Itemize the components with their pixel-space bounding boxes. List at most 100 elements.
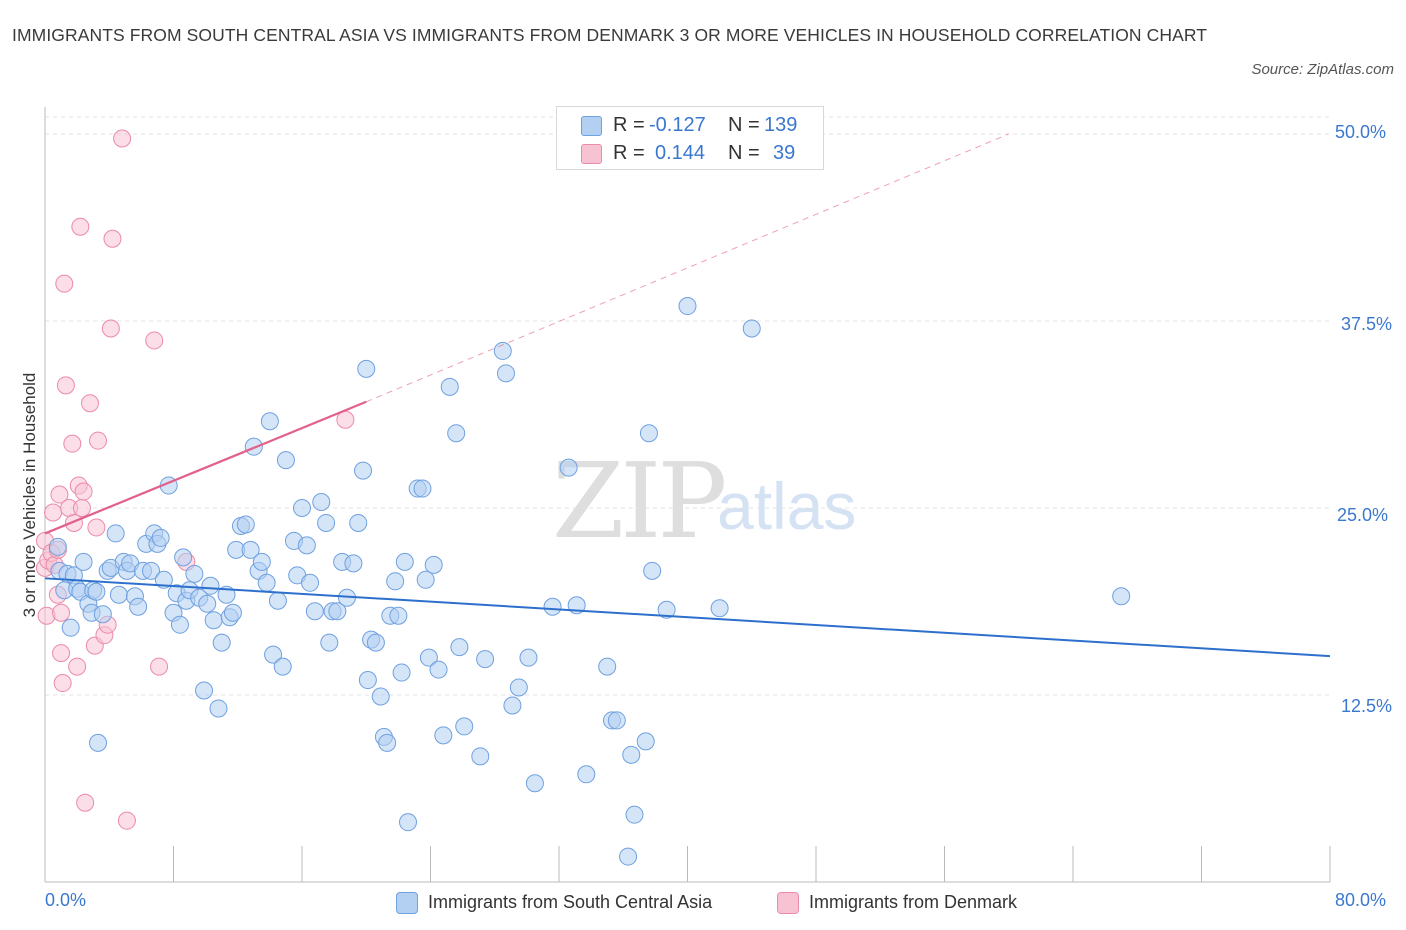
data-point-denmark: [103, 229, 122, 248]
data-point-south-central-asia: [320, 633, 339, 652]
data-point-south-central-asia: [450, 638, 469, 657]
watermark-zip: ZIP: [552, 440, 727, 562]
data-point-south-central-asia: [317, 513, 336, 532]
data-point-south-central-asia: [312, 493, 331, 512]
stats-n-label: N =: [728, 142, 760, 164]
data-point-south-central-asia: [297, 536, 316, 555]
legend-swatch-pink: [777, 892, 799, 914]
data-point-south-central-asia: [643, 561, 662, 580]
y-tick-label: 50.0%: [1335, 122, 1387, 142]
data-point-denmark: [52, 603, 71, 622]
data-point-south-central-asia: [358, 671, 377, 690]
stats-row-denmark: R = 0.144 N = 39: [557, 139, 823, 167]
y-tick-label: 37.5%: [1341, 314, 1393, 334]
data-point-south-central-asia: [93, 605, 112, 624]
data-point-south-central-asia: [236, 515, 255, 534]
stats-n-label: N =: [728, 114, 760, 136]
data-point-denmark: [117, 811, 136, 830]
data-point-south-central-asia: [378, 733, 397, 752]
chart-source: Source: ZipAtlas.com: [1251, 61, 1394, 78]
data-point-south-central-asia: [349, 513, 368, 532]
data-point-south-central-asia: [496, 364, 515, 383]
data-point-south-central-asia: [204, 611, 223, 630]
data-point-south-central-asia: [419, 648, 438, 667]
data-point-south-central-asia: [74, 552, 93, 571]
stats-swatch-blue: [581, 116, 602, 136]
y-tick-label: 12.5%: [1341, 696, 1393, 716]
data-point-south-central-asia: [657, 600, 676, 619]
watermark-atlas: atlas: [717, 469, 857, 543]
data-point-south-central-asia: [1112, 587, 1131, 606]
data-point-south-central-asia: [509, 678, 528, 697]
data-point-south-central-asia: [392, 663, 411, 682]
data-point-south-central-asia: [48, 537, 67, 556]
data-point-south-central-asia: [293, 499, 311, 517]
data-point-south-central-asia: [185, 564, 204, 583]
legend-label: Immigrants from South Central Asia: [428, 892, 713, 912]
data-point-denmark: [52, 644, 71, 663]
legend-item-denmark: Immigrants from Denmark: [777, 890, 1057, 914]
data-point-south-central-asia: [174, 548, 193, 567]
data-point-south-central-asia: [89, 733, 108, 752]
data-point-south-central-asia: [471, 747, 490, 766]
data-point-denmark: [53, 674, 72, 693]
data-point-south-central-asia: [223, 603, 242, 622]
data-point-denmark: [37, 606, 56, 625]
stats-n-value: 139: [764, 114, 798, 136]
data-point-south-central-asia: [598, 657, 617, 676]
data-point-south-central-asia: [301, 573, 320, 592]
data-point-south-central-asia: [413, 479, 432, 498]
data-point-south-central-asia: [357, 359, 376, 378]
stats-r-value: 0.144: [655, 142, 706, 164]
stats-r-label: R =: [613, 114, 645, 136]
data-point-denmark: [50, 485, 69, 504]
data-point-south-central-asia: [366, 633, 385, 652]
data-point-denmark: [71, 217, 90, 236]
data-point-south-central-asia: [742, 319, 761, 338]
trend-line-denmark-extension: [366, 133, 1009, 403]
data-point-south-central-asia: [577, 765, 596, 784]
data-point-south-central-asia: [354, 461, 373, 480]
data-point-south-central-asia: [371, 687, 390, 706]
data-point-south-central-asia: [106, 524, 125, 543]
trend-line-denmark: [44, 400, 367, 535]
data-point-south-central-asia: [257, 573, 276, 592]
data-point-south-central-asia: [455, 717, 474, 736]
data-point-south-central-asia: [201, 576, 220, 595]
data-point-denmark: [80, 394, 99, 413]
data-point-south-central-asia: [252, 552, 271, 571]
data-point-south-central-asia: [260, 412, 279, 431]
data-point-south-central-asia: [636, 732, 655, 751]
data-point-denmark: [44, 503, 63, 522]
stats-r-label: R =: [613, 142, 645, 164]
data-point-south-central-asia: [264, 645, 283, 664]
data-point-south-central-asia: [109, 585, 128, 604]
data-point-south-central-asia: [142, 561, 161, 580]
data-point-south-central-asia: [543, 597, 562, 616]
stats-row-south-central-asia: R = -0.127 N = 139: [557, 111, 823, 139]
legend-item-south-central-asia: Immigrants from South Central Asia: [396, 890, 756, 914]
data-point-denmark: [76, 793, 95, 812]
stats-n-value: 39: [773, 142, 796, 164]
x-tick-label-max: 80.0%: [1335, 890, 1387, 910]
data-point-south-central-asia: [607, 711, 626, 730]
data-point-south-central-asia: [525, 774, 544, 793]
data-point-south-central-asia: [434, 726, 453, 745]
data-point-denmark: [55, 274, 74, 293]
data-point-south-central-asia: [622, 745, 641, 764]
data-point-south-central-asia: [241, 540, 260, 559]
data-point-south-central-asia: [87, 582, 106, 601]
data-point-south-central-asia: [273, 657, 292, 676]
data-point-south-central-asia: [198, 594, 217, 613]
data-point-south-central-asia: [305, 602, 324, 621]
legend-label: Immigrants from Denmark: [809, 892, 1018, 912]
data-point-south-central-asia: [170, 615, 189, 634]
data-point-south-central-asia: [476, 650, 495, 669]
data-point-denmark: [101, 319, 120, 338]
data-point-south-central-asia: [447, 424, 466, 443]
data-point-south-central-asia: [559, 458, 578, 477]
data-point-south-central-asia: [440, 377, 459, 396]
data-point-south-central-asia: [244, 437, 263, 456]
y-tick-label: 25.0%: [1337, 505, 1389, 525]
